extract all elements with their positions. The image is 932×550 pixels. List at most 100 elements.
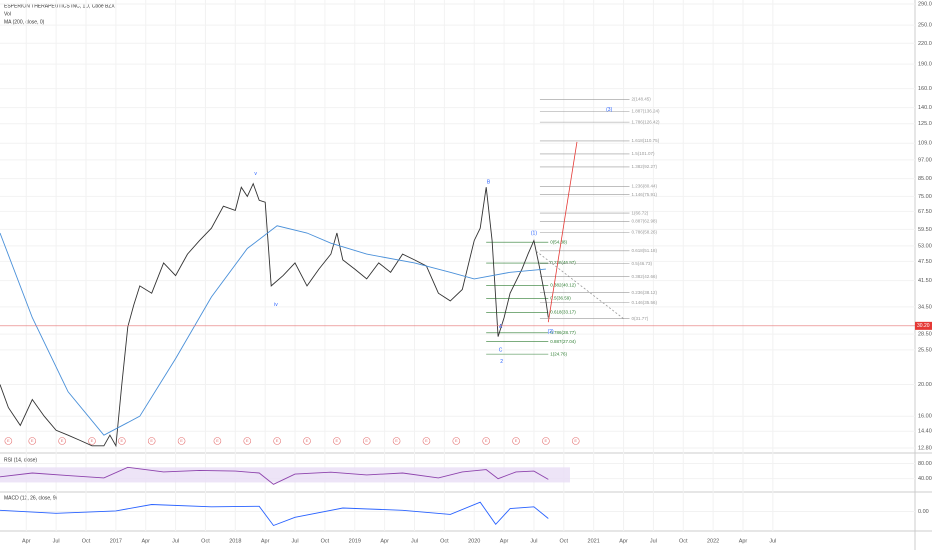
event-label: E — [7, 438, 10, 443]
series-line — [0, 501, 549, 527]
event-marker — [482, 437, 490, 445]
price-label: 97.00 — [918, 157, 932, 163]
price-label: 41.50 — [918, 278, 932, 284]
event-marker — [88, 437, 96, 445]
fib-label: 0.382(42.66) — [632, 274, 658, 279]
price-label: 34.50 — [918, 304, 932, 310]
last-price-box — [915, 321, 932, 330]
time-label: Apr — [739, 538, 748, 544]
time-label: 2018 — [229, 538, 241, 544]
event-marker — [4, 437, 13, 445]
price-label: 140.00 — [918, 105, 932, 111]
event-label: E — [515, 438, 518, 443]
time-label: Jul — [530, 538, 537, 544]
price-label: 250.00 — [918, 23, 932, 29]
macd-label: MACD (12, 26, close, 9) — [4, 495, 58, 501]
fib-label: 1.5(101.07) — [632, 151, 656, 156]
price-label: 220.00 — [918, 41, 932, 47]
time-label: 2021 — [588, 538, 600, 544]
symbol-title: ESPERION THERAPEUTICS INC, 1D, Cboe BZX — [4, 3, 115, 9]
fib-label: 0.5(36.59) — [550, 296, 571, 301]
time-label: Jul — [172, 538, 179, 544]
price-label: 53.00 — [918, 243, 932, 249]
event-marker — [542, 437, 550, 445]
time-label: Jul — [650, 538, 657, 544]
event-label: E — [121, 438, 124, 443]
event-marker — [147, 437, 156, 445]
time-label: 2017 — [110, 538, 122, 544]
event-marker — [452, 437, 461, 445]
event-label: E — [395, 438, 398, 443]
event-label: E — [455, 438, 458, 443]
time-label: 2022 — [707, 538, 719, 544]
time-label: Jul — [53, 538, 60, 544]
price-label: 12.80 — [918, 445, 932, 451]
event-marker — [571, 437, 580, 445]
fib-label: 1(24.76) — [550, 351, 567, 356]
time-label: Oct — [679, 538, 688, 544]
event-label: E — [276, 438, 279, 443]
event-label: E — [216, 438, 219, 443]
time-label: Oct — [560, 538, 569, 544]
time-label: Jul — [411, 538, 418, 544]
fib-label: 1.146(75.91) — [632, 192, 658, 197]
wave-label: 2 — [500, 359, 503, 365]
time-label: 2019 — [349, 538, 361, 544]
price-label: 59.50 — [918, 227, 932, 233]
fib-label: 0.5(46.73) — [632, 261, 653, 266]
rsi-band — [0, 467, 570, 483]
fib-label: 1.382(92.27) — [632, 164, 658, 169]
event-label: E — [180, 438, 183, 443]
event-marker — [118, 437, 126, 445]
wave-label: v — [254, 171, 257, 177]
price-label: 20.00 — [918, 382, 932, 388]
fib-label: 0(31.77) — [632, 316, 649, 321]
event-marker — [362, 437, 371, 445]
vol-label: Vol — [4, 11, 11, 17]
fib-label: 1.786(126.42) — [632, 119, 661, 124]
event-marker — [392, 437, 401, 445]
event-label: E — [425, 438, 428, 443]
event-label: E — [336, 438, 339, 443]
event-marker — [28, 437, 37, 445]
price-label: 28.50 — [918, 332, 932, 338]
fib-label: 1.618(110.75) — [632, 138, 660, 143]
fib-label: 0.786(58.26) — [632, 230, 658, 235]
wave-label: (3) — [606, 107, 612, 113]
event-marker — [303, 437, 311, 445]
event-label: E — [91, 438, 94, 443]
price-label: 0.00 — [918, 509, 929, 515]
time-label: Apr — [619, 538, 628, 544]
fib-label: 1.887(136.24) — [632, 109, 661, 114]
fib-label: 0.887(62.98) — [632, 218, 658, 223]
time-label: Apr — [500, 538, 509, 544]
fib-label: 0.236(46.97) — [550, 260, 576, 265]
time-label: Apr — [22, 538, 31, 544]
event-marker — [58, 437, 66, 445]
fib-label: 0.236(38.12) — [632, 290, 658, 295]
event-marker — [422, 437, 431, 445]
event-marker — [512, 437, 520, 445]
time-label: Oct — [201, 538, 210, 544]
time-label: Oct — [440, 538, 449, 544]
price-label: 16.00 — [918, 414, 932, 420]
rsi-label: RSI (14, close) — [4, 457, 37, 463]
fib-label: 0.382(40.12) — [550, 283, 576, 288]
price-label: 47.50 — [918, 259, 932, 265]
fib-label: 0(54.38) — [550, 239, 567, 244]
fib-label: 1(66.72) — [632, 210, 649, 215]
time-label: Oct — [82, 538, 91, 544]
event-label: E — [150, 438, 153, 443]
time-label: Oct — [321, 538, 330, 544]
price-label: 40.00 — [918, 476, 932, 482]
price-label: 290.00 — [918, 1, 932, 7]
event-label: E — [485, 438, 488, 443]
wave-label: A — [499, 324, 503, 330]
time-label: Jul — [769, 538, 776, 544]
event-marker — [177, 437, 186, 445]
price-label: 109.00 — [918, 141, 932, 147]
price-label: 75.00 — [918, 194, 932, 200]
last-price-label: 30.20 — [917, 323, 930, 329]
fib-label: 1.236(80.44) — [632, 184, 658, 189]
